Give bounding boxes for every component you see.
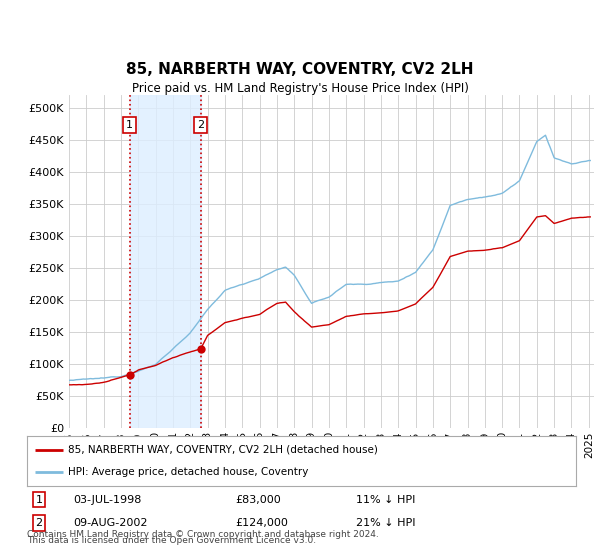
Text: 2: 2 (35, 518, 43, 528)
Text: 09-AUG-2002: 09-AUG-2002 (74, 518, 148, 528)
Text: 11% ↓ HPI: 11% ↓ HPI (356, 494, 416, 505)
Text: 85, NARBERTH WAY, COVENTRY, CV2 2LH (detached house): 85, NARBERTH WAY, COVENTRY, CV2 2LH (det… (68, 445, 378, 455)
Text: Price paid vs. HM Land Registry's House Price Index (HPI): Price paid vs. HM Land Registry's House … (131, 82, 469, 95)
Text: 85, NARBERTH WAY, COVENTRY, CV2 2LH: 85, NARBERTH WAY, COVENTRY, CV2 2LH (126, 62, 474, 77)
Text: £124,000: £124,000 (236, 518, 289, 528)
Text: 21% ↓ HPI: 21% ↓ HPI (356, 518, 416, 528)
Text: 2: 2 (197, 120, 205, 130)
Text: £83,000: £83,000 (236, 494, 281, 505)
Text: This data is licensed under the Open Government Licence v3.0.: This data is licensed under the Open Gov… (27, 536, 316, 545)
Text: Contains HM Land Registry data © Crown copyright and database right 2024.: Contains HM Land Registry data © Crown c… (27, 530, 379, 539)
Text: 1: 1 (126, 120, 133, 130)
Text: 03-JUL-1998: 03-JUL-1998 (74, 494, 142, 505)
Text: 1: 1 (35, 494, 43, 505)
Text: HPI: Average price, detached house, Coventry: HPI: Average price, detached house, Cove… (68, 467, 308, 477)
Bar (130, 95, 201, 428)
